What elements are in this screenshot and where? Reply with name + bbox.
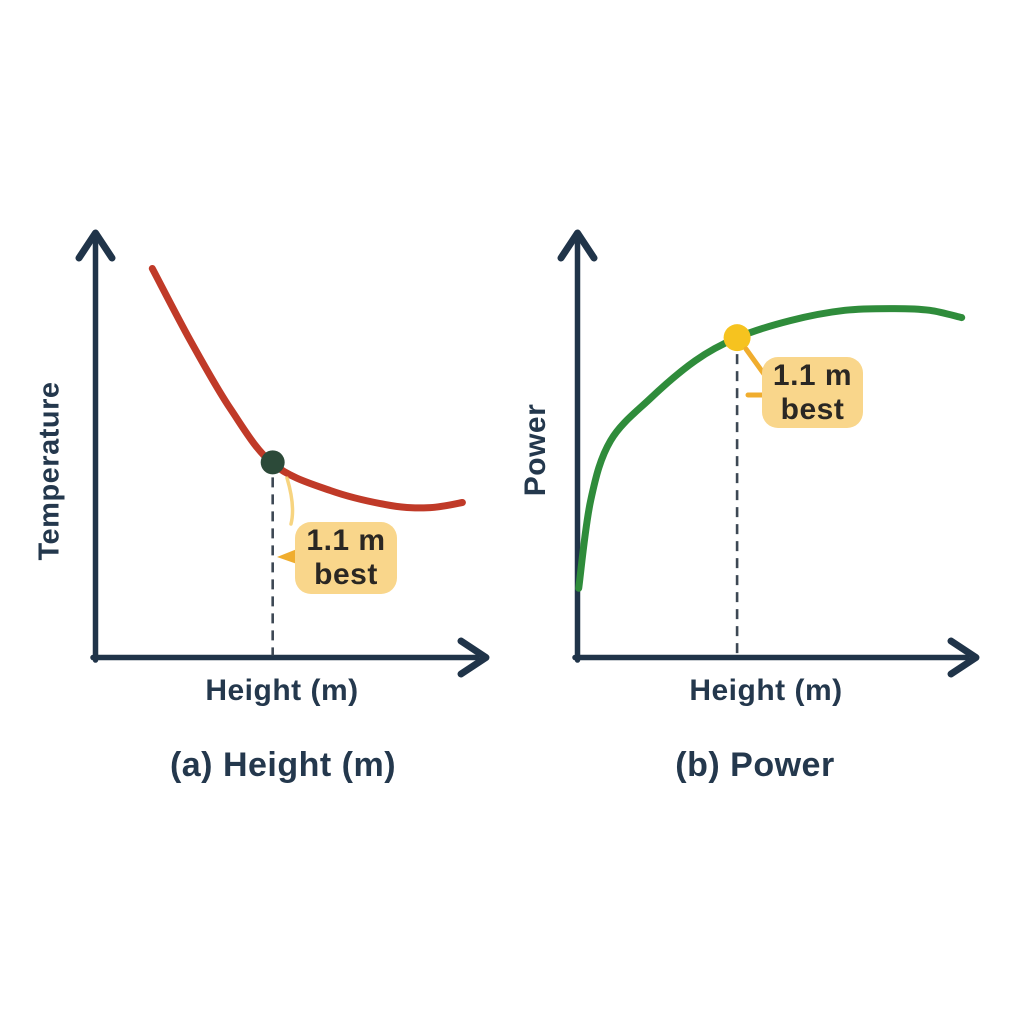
x-axis-arrow-b: [947, 637, 980, 678]
curve-temperature: [148, 265, 466, 512]
callout-a-line2: best: [314, 558, 378, 591]
y-axis-arrow-b: [557, 229, 598, 262]
callout-a: 1.1 m best: [295, 522, 397, 594]
y-axis-arrow-a: [75, 229, 116, 262]
callout-b: 1.1 m best: [762, 357, 863, 428]
callout-b-line1: 1.1 m: [772, 358, 853, 392]
y-axis-label-a: Temperature: [33, 381, 66, 561]
x-axis-arrow-a: [457, 637, 490, 678]
callout-swoosh-a: [285, 476, 295, 526]
callout-b-line2: best: [780, 392, 845, 426]
caption-b: (b) Power: [675, 746, 835, 784]
callout-leader-diagonal-b: [743, 346, 767, 377]
caption-a: (a) Height (m): [169, 746, 397, 784]
x-axis-label-b: Height (m): [689, 674, 843, 707]
callout-a-line1: 1.1 m: [306, 524, 386, 557]
curve-power: [575, 305, 966, 592]
y-axis-label-b: Power: [519, 403, 552, 497]
marker-dot-a: [260, 450, 285, 475]
x-axis-label-a: Height (m): [205, 674, 359, 707]
callout-pointer-a: [277, 549, 297, 564]
marker-dot-b: [723, 324, 751, 352]
